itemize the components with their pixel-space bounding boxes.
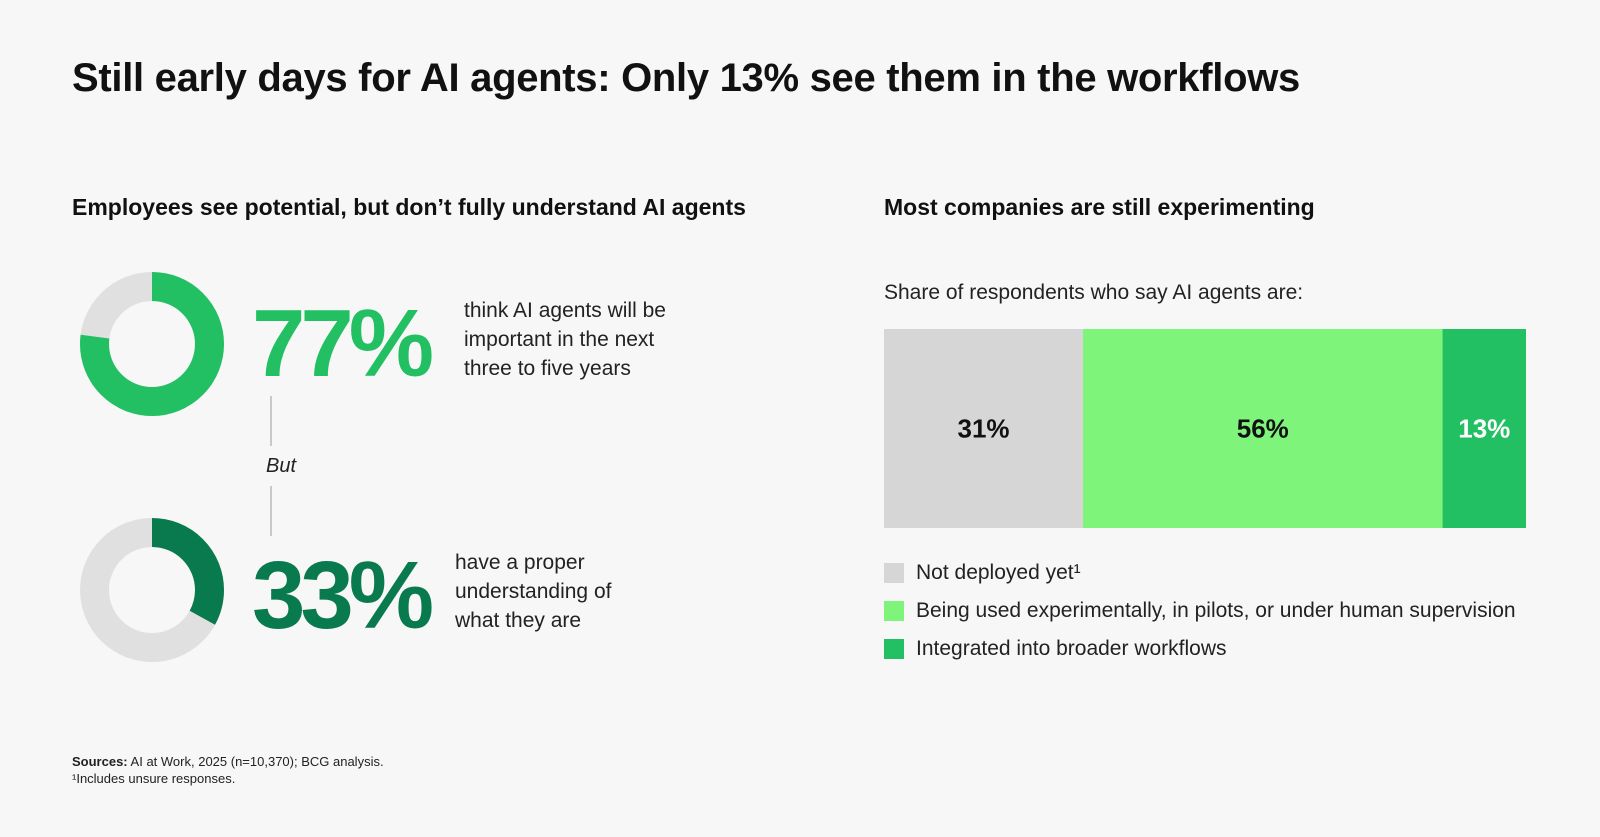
bar-label-2: 56%: [1237, 414, 1289, 444]
legend-swatch: [884, 639, 904, 659]
legend-swatch: [884, 563, 904, 583]
donut-arc: [80, 272, 224, 416]
right-subtitle: Most companies are still experimenting: [884, 194, 1315, 220]
bar-label-1: 31%: [957, 414, 1009, 444]
footnote: ¹Includes unsure responses.: [72, 771, 236, 786]
sources-note: Sources: AI at Work, 2025 (n=10,370); BC…: [72, 753, 384, 787]
bar-segment-1: [884, 329, 1084, 528]
sources-text: AI at Work, 2025 (n=10,370); BCG analysi…: [130, 754, 384, 769]
stat-33-description: have a proper understanding of what they…: [455, 551, 612, 632]
stat-33-value: 33%: [252, 542, 434, 649]
but-label: But: [266, 455, 297, 477]
legend-item-1: Not deployed yet¹: [884, 554, 1516, 592]
legend-swatch: [884, 601, 904, 621]
stacked-bar-chart: 31% 56% 13%: [884, 329, 1526, 528]
legend-item-2: Being used experimentally, in pilots, or…: [884, 592, 1516, 630]
left-subtitle: Employees see potential, but don’t fully…: [72, 194, 746, 220]
connector-line-bottom: [270, 486, 272, 536]
bar-segment-3: [1442, 329, 1526, 528]
chart-legend: Not deployed yet¹ Being used experimental…: [884, 554, 1516, 668]
stat-77-value: 77%: [252, 290, 434, 397]
bar-segment-2: [1083, 329, 1443, 528]
chart-title: Still early days for AI agents: Only 13%…: [72, 56, 1300, 100]
bar-label-3: 13%: [1458, 414, 1510, 444]
legend-label: Being used experimentally, in pilots, or…: [916, 599, 1516, 622]
stat-77-description: think AI agents will be important in the…: [464, 299, 666, 380]
sources-label: Sources:: [72, 754, 128, 769]
legend-item-3: Integrated into broader workflows: [884, 630, 1516, 668]
donut-arc: [80, 518, 224, 662]
chart-question: Share of respondents who say AI agents a…: [884, 281, 1304, 304]
donut-chart-33: [80, 518, 224, 662]
donut-chart-77: [80, 272, 224, 416]
connector-line-top: [270, 396, 272, 446]
legend-label: Integrated into broader workflows: [916, 637, 1227, 660]
legend-label: Not deployed yet¹: [916, 561, 1081, 584]
